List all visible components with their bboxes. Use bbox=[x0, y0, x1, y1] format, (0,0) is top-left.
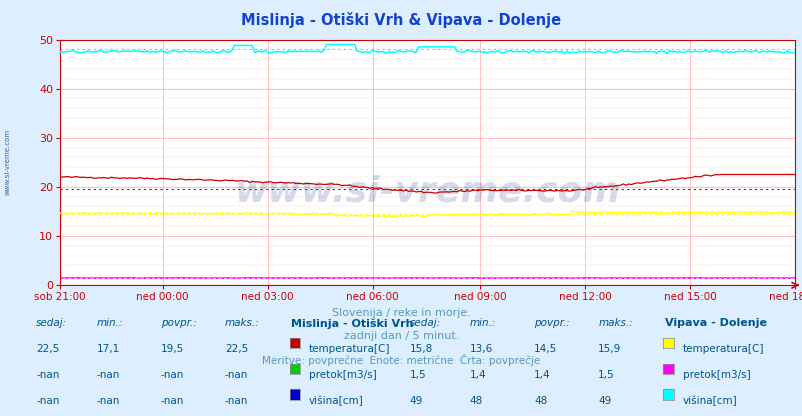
Text: 1,5: 1,5 bbox=[409, 370, 426, 380]
Text: 15,9: 15,9 bbox=[597, 344, 621, 354]
Text: višina[cm]: višina[cm] bbox=[309, 396, 363, 406]
Text: 14,5: 14,5 bbox=[533, 344, 557, 354]
Text: Vipava - Dolenje: Vipava - Dolenje bbox=[664, 318, 766, 328]
Text: Mislinja - Otiški Vrh & Vipava - Dolenje: Mislinja - Otiški Vrh & Vipava - Dolenje bbox=[241, 12, 561, 28]
Text: www.si-vreme.com: www.si-vreme.com bbox=[234, 175, 620, 209]
Text: 15,8: 15,8 bbox=[409, 344, 432, 354]
Text: 48: 48 bbox=[469, 396, 483, 406]
Text: povpr.:: povpr.: bbox=[160, 318, 196, 328]
Text: 48: 48 bbox=[533, 396, 547, 406]
Text: 13,6: 13,6 bbox=[469, 344, 492, 354]
Text: 1,5: 1,5 bbox=[597, 370, 614, 380]
Text: maks.:: maks.: bbox=[597, 318, 632, 328]
Text: 22,5: 22,5 bbox=[36, 344, 59, 354]
Text: Slovenija / reke in morje.: Slovenija / reke in morje. bbox=[332, 308, 470, 318]
Text: min.:: min.: bbox=[469, 318, 496, 328]
Text: min.:: min.: bbox=[96, 318, 123, 328]
Text: višina[cm]: višina[cm] bbox=[682, 396, 736, 406]
Text: -nan: -nan bbox=[96, 396, 119, 406]
Text: 17,1: 17,1 bbox=[96, 344, 119, 354]
Text: maks.:: maks.: bbox=[225, 318, 259, 328]
Text: 22,5: 22,5 bbox=[225, 344, 248, 354]
Text: -nan: -nan bbox=[160, 370, 184, 380]
Text: sedaj:: sedaj: bbox=[36, 318, 67, 328]
Text: 49: 49 bbox=[409, 396, 423, 406]
Text: zadnji dan / 5 minut.: zadnji dan / 5 minut. bbox=[343, 331, 459, 341]
Text: -nan: -nan bbox=[36, 370, 59, 380]
Text: Meritve: povprečne  Enote: metrične  Črta: povprečje: Meritve: povprečne Enote: metrične Črta:… bbox=[262, 354, 540, 366]
Text: -nan: -nan bbox=[225, 396, 248, 406]
Text: 1,4: 1,4 bbox=[533, 370, 550, 380]
Text: temperatura[C]: temperatura[C] bbox=[682, 344, 763, 354]
Text: pretok[m3/s]: pretok[m3/s] bbox=[682, 370, 749, 380]
Text: pretok[m3/s]: pretok[m3/s] bbox=[309, 370, 376, 380]
Text: 19,5: 19,5 bbox=[160, 344, 184, 354]
Text: 1,4: 1,4 bbox=[469, 370, 486, 380]
Text: -nan: -nan bbox=[225, 370, 248, 380]
Text: 49: 49 bbox=[597, 396, 611, 406]
Text: temperatura[C]: temperatura[C] bbox=[309, 344, 390, 354]
Text: -nan: -nan bbox=[36, 396, 59, 406]
Text: sedaj:: sedaj: bbox=[409, 318, 440, 328]
Text: -nan: -nan bbox=[160, 396, 184, 406]
Text: povpr.:: povpr.: bbox=[533, 318, 569, 328]
Text: -nan: -nan bbox=[96, 370, 119, 380]
Text: www.si-vreme.com: www.si-vreme.com bbox=[5, 129, 11, 195]
Text: Mislinja - Otiški Vrh: Mislinja - Otiški Vrh bbox=[291, 318, 414, 329]
